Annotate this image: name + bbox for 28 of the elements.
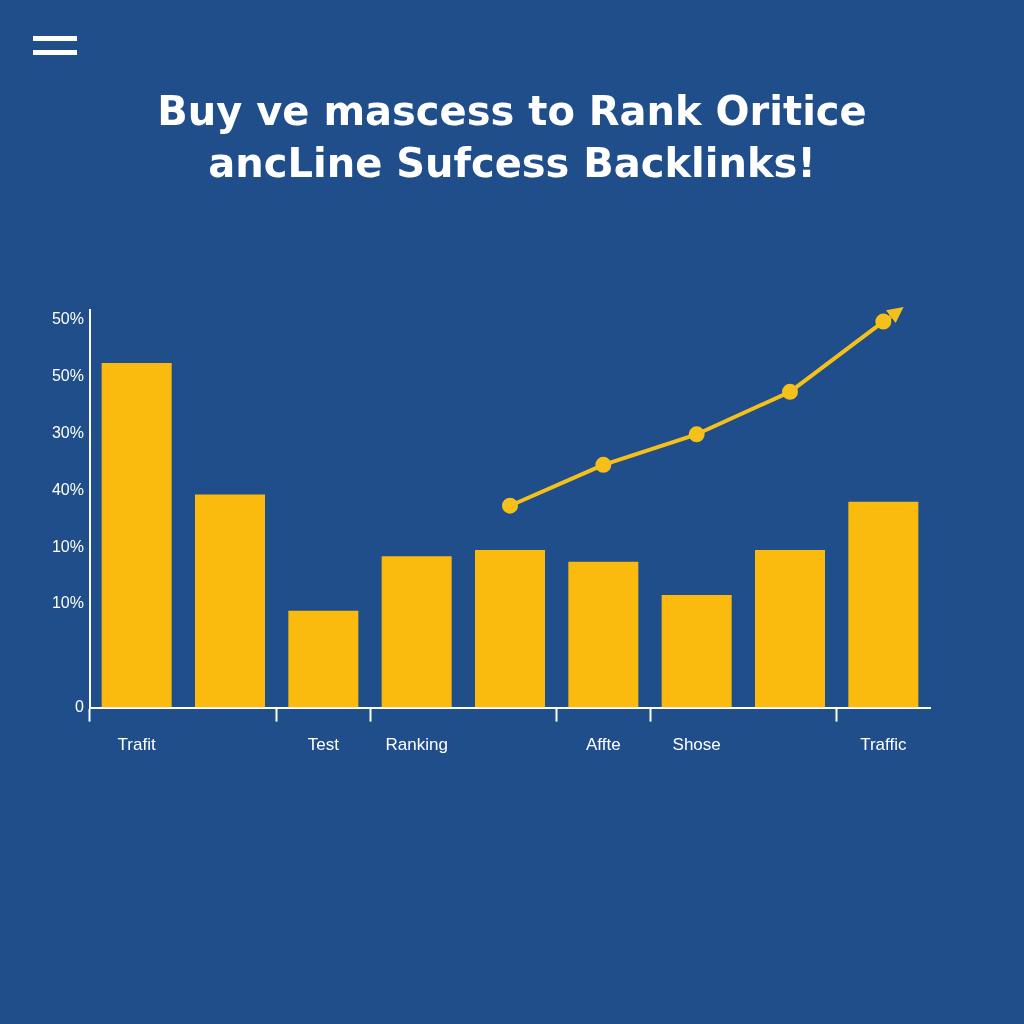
text: 50% bbox=[51, 310, 84, 328]
bar bbox=[101, 362, 172, 708]
text: 0 bbox=[75, 698, 85, 716]
text: 40% bbox=[51, 480, 84, 498]
bar bbox=[568, 561, 639, 708]
x-tick-label: Test bbox=[307, 735, 340, 755]
x-tick-label: Ranking bbox=[385, 735, 448, 755]
point bbox=[595, 456, 612, 473]
point bbox=[875, 313, 892, 330]
x-tick-label: Trafit bbox=[117, 735, 156, 755]
bar bbox=[288, 610, 359, 708]
bar bbox=[661, 594, 732, 708]
chart-title: Buy ve mascess to Rank Oritice ancLine Sufcess Backlinks! bbox=[156, 87, 868, 188]
x-tick-label: Affte bbox=[586, 735, 621, 755]
bar bbox=[848, 501, 919, 708]
point bbox=[688, 426, 705, 443]
point bbox=[502, 497, 518, 514]
text: 50% bbox=[51, 367, 84, 385]
text: 30% bbox=[51, 423, 84, 441]
x-tick-label: Traffic bbox=[860, 735, 907, 755]
bar bbox=[381, 556, 452, 708]
bar bbox=[195, 494, 265, 708]
bar bbox=[475, 550, 545, 708]
text: 10% bbox=[51, 594, 84, 612]
text: 10% bbox=[51, 537, 84, 555]
bar bbox=[755, 550, 825, 708]
point bbox=[782, 383, 798, 400]
x-tick-label: Shose bbox=[672, 735, 721, 755]
